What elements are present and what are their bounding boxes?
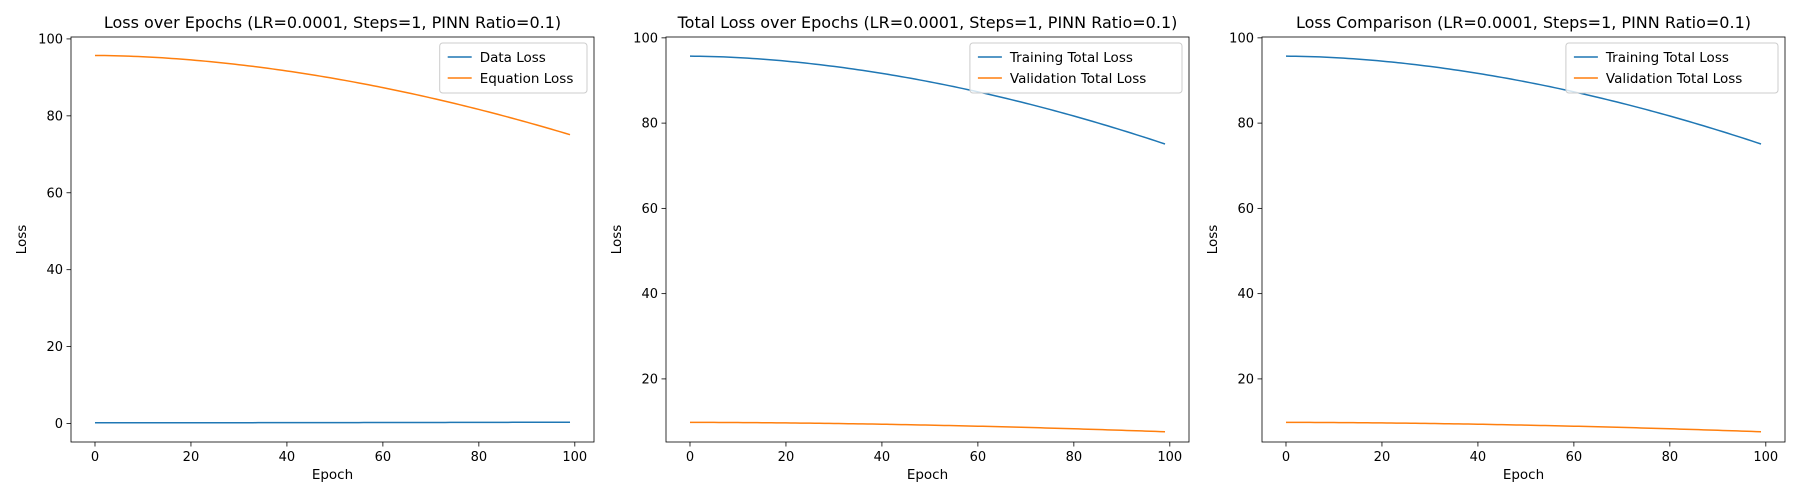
legend-label: Training Total Loss (1009, 50, 1133, 66)
x-tick-label: 0 (1282, 450, 1290, 465)
y-tick-label: 40 (641, 287, 658, 302)
x-tick-label: 100 (1753, 450, 1778, 465)
chart-title: Loss over Epochs (LR=0.0001, Steps=1, PI… (104, 13, 561, 32)
x-tick-label: 40 (1470, 450, 1487, 465)
x-tick-label: 60 (970, 450, 987, 465)
y-tick-label: 100 (1229, 31, 1254, 46)
chart-title: Total Loss over Epochs (LR=0.0001, Steps… (677, 13, 1178, 32)
y-tick-label: 20 (641, 372, 658, 387)
series-line-1 (94, 421, 571, 424)
x-tick-label: 20 (183, 450, 200, 465)
y-tick-label: 60 (46, 186, 63, 201)
y-axis-label: Loss (609, 225, 625, 255)
legend-box (439, 42, 588, 94)
series-line-1 (689, 55, 1166, 145)
series-line-1 (1285, 55, 1762, 145)
x-tick-label: 80 (1066, 450, 1083, 465)
x-tick-label: 100 (562, 450, 587, 465)
y-tick-label: 100 (38, 32, 63, 47)
y-tick-label: 60 (641, 202, 658, 217)
x-axis-label: Epoch (312, 467, 353, 483)
legend: Training Total Loss Validation Total Loss (1565, 42, 1779, 94)
x-axis-label: Epoch (907, 467, 948, 483)
y-tick-label: 40 (46, 263, 63, 278)
series-line-2 (1285, 421, 1762, 433)
y-tick-label: 100 (633, 31, 658, 46)
x-tick-label: 20 (778, 450, 795, 465)
series-line-2 (689, 421, 1166, 433)
x-tick-label: 60 (1566, 450, 1583, 465)
chart-title: Loss Comparison (LR=0.0001, Steps=1, PIN… (1296, 13, 1751, 32)
legend: Data Loss Equation Loss (439, 42, 588, 94)
legend-label: Validation Total Loss (1010, 71, 1146, 87)
y-tick-label: 80 (46, 109, 63, 124)
x-tick-label: 80 (471, 450, 488, 465)
chart-3: 0 20 40 60 80 100 20 40 60 80 100 Loss Comparison (… (1205, 13, 1786, 483)
legend-label: Training Total Loss (1605, 50, 1729, 66)
series-line-2 (94, 54, 571, 136)
y-axis-label: Loss (14, 225, 30, 255)
chart-1: 0 20 40 60 80 100 0 20 40 60 80 100 Loss over Epochs… (14, 13, 595, 483)
x-tick-label: 60 (375, 450, 392, 465)
chart-2: 0 20 40 60 80 100 20 40 60 80 100 Total Loss over E… (609, 13, 1190, 483)
x-tick-label: 80 (1662, 450, 1679, 465)
x-axis-label: Epoch (1503, 467, 1544, 483)
plot-frame (70, 36, 595, 443)
y-tick-label: 80 (641, 117, 658, 132)
y-tick-label: 20 (46, 340, 63, 355)
y-tick-label: 80 (1237, 117, 1254, 132)
plot-frame (665, 36, 1190, 443)
x-tick-label: 100 (1157, 450, 1182, 465)
legend-box (1565, 42, 1779, 94)
x-tick-label: 0 (91, 450, 99, 465)
plot-frame (1261, 36, 1786, 443)
y-tick-label: 60 (1237, 202, 1254, 217)
legend-label: Data Loss (480, 50, 546, 66)
x-tick-label: 40 (279, 450, 296, 465)
y-tick-label: 0 (55, 417, 63, 432)
legend-label: Equation Loss (480, 71, 574, 87)
y-axis-label: Loss (1205, 225, 1221, 255)
legend-label: Validation Total Loss (1606, 71, 1742, 87)
x-tick-label: 20 (1374, 450, 1391, 465)
y-tick-label: 20 (1237, 372, 1254, 387)
legend: Training Total Loss Validation Total Loss (969, 42, 1183, 94)
x-tick-label: 40 (874, 450, 891, 465)
legend-box (969, 42, 1183, 94)
x-tick-label: 0 (686, 450, 694, 465)
y-tick-label: 40 (1237, 287, 1254, 302)
